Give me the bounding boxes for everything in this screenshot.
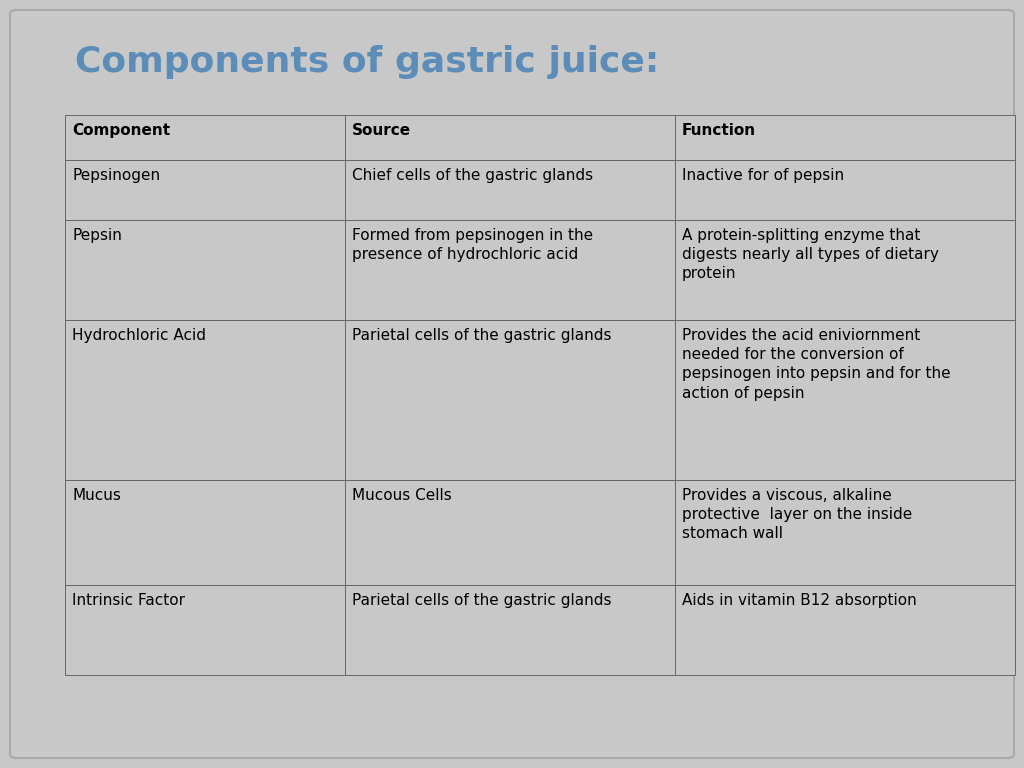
Bar (65, 585, 345, 675)
Bar (65, 115, 345, 160)
Text: Intrinsic Factor: Intrinsic Factor (72, 593, 185, 608)
Bar (345, 160, 675, 220)
Text: A protein-splitting enzyme that
digests nearly all types of dietary
protein: A protein-splitting enzyme that digests … (682, 228, 939, 281)
Bar (345, 480, 675, 585)
Bar (65, 480, 345, 585)
Text: Source: Source (352, 123, 411, 138)
Text: Parietal cells of the gastric glands: Parietal cells of the gastric glands (352, 328, 611, 343)
Text: Hydrochloric Acid: Hydrochloric Acid (72, 328, 206, 343)
Bar (675, 160, 1015, 220)
Bar (345, 115, 675, 160)
Text: Aids in vitamin B12 absorption: Aids in vitamin B12 absorption (682, 593, 916, 608)
Text: Mucous Cells: Mucous Cells (352, 488, 452, 503)
Text: Pepsinogen: Pepsinogen (72, 168, 160, 183)
Bar (345, 585, 675, 675)
Text: Provides a viscous, alkaline
protective  layer on the inside
stomach wall: Provides a viscous, alkaline protective … (682, 488, 912, 541)
Text: Function: Function (682, 123, 756, 138)
Bar (675, 115, 1015, 160)
Text: Component: Component (72, 123, 170, 138)
Bar (65, 320, 345, 480)
Bar (675, 220, 1015, 320)
Text: Provides the acid eniviornment
needed for the conversion of
pepsinogen into peps: Provides the acid eniviornment needed fo… (682, 328, 950, 401)
Bar (345, 220, 675, 320)
Bar (675, 320, 1015, 480)
Bar (675, 480, 1015, 585)
FancyBboxPatch shape (10, 10, 1014, 758)
Bar (345, 320, 675, 480)
Bar (675, 585, 1015, 675)
Text: Components of gastric juice:: Components of gastric juice: (75, 45, 659, 79)
Text: Pepsin: Pepsin (72, 228, 122, 243)
Text: Formed from pepsinogen in the
presence of hydrochloric acid: Formed from pepsinogen in the presence o… (352, 228, 593, 262)
Text: Parietal cells of the gastric glands: Parietal cells of the gastric glands (352, 593, 611, 608)
Text: Mucus: Mucus (72, 488, 121, 503)
Text: Inactive for of pepsin: Inactive for of pepsin (682, 168, 844, 183)
Bar (65, 160, 345, 220)
Text: Chief cells of the gastric glands: Chief cells of the gastric glands (352, 168, 593, 183)
Bar (65, 220, 345, 320)
